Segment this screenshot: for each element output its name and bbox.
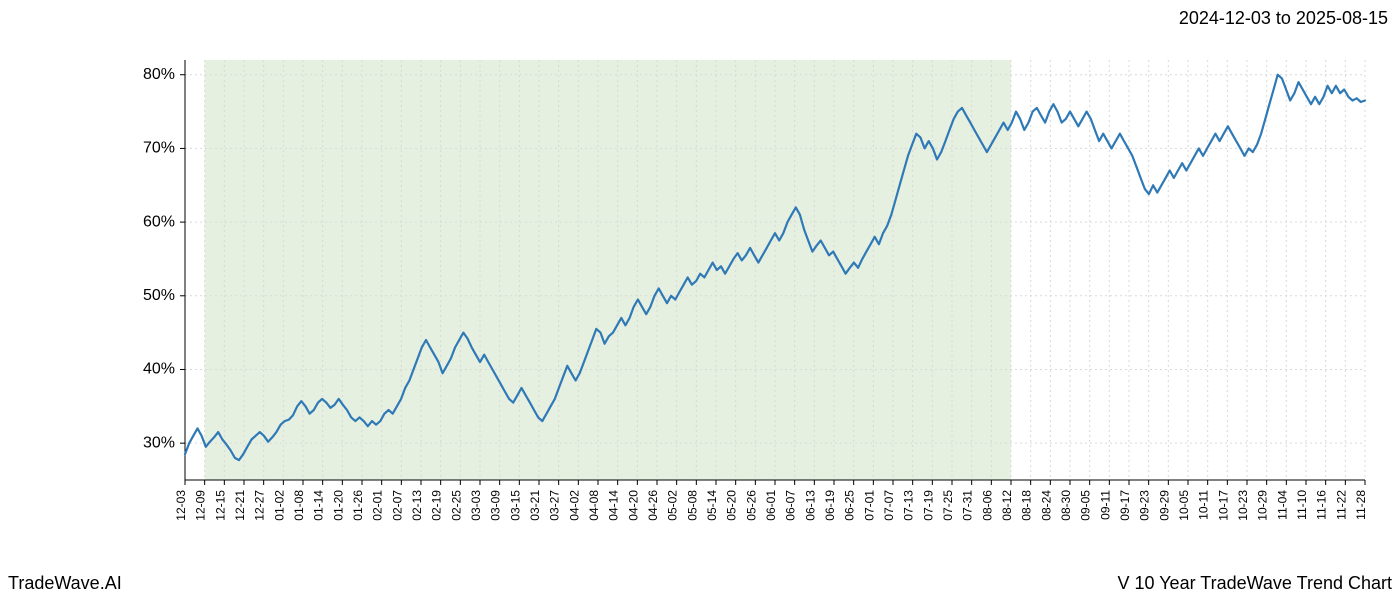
x-tick-label: 07-25 bbox=[941, 490, 955, 521]
x-tick-label: 10-11 bbox=[1197, 490, 1211, 520]
y-tick-label: 50% bbox=[143, 287, 175, 304]
x-tick-label: 08-06 bbox=[980, 490, 994, 521]
x-tick-label: 09-29 bbox=[1157, 490, 1171, 521]
x-tick-label: 01-08 bbox=[292, 490, 306, 521]
x-tick-label: 10-29 bbox=[1256, 490, 1270, 521]
x-tick-label: 01-02 bbox=[272, 490, 286, 521]
x-tick-label: 11-16 bbox=[1315, 490, 1329, 520]
x-tick-label: 04-08 bbox=[587, 490, 601, 521]
y-tick-label: 70% bbox=[143, 140, 175, 157]
x-tick-label: 09-11 bbox=[1098, 490, 1112, 520]
x-tick-label: 03-21 bbox=[528, 490, 542, 521]
x-tick-label: 12-09 bbox=[194, 490, 208, 521]
x-tick-label: 06-19 bbox=[823, 490, 837, 521]
x-tick-label: 07-13 bbox=[902, 490, 916, 521]
x-tick-label: 09-17 bbox=[1118, 490, 1132, 521]
x-tick-label: 07-31 bbox=[961, 490, 975, 521]
x-tick-label: 10-23 bbox=[1236, 490, 1250, 521]
x-tick-label: 01-14 bbox=[312, 490, 326, 521]
x-tick-label: 02-19 bbox=[430, 490, 444, 521]
x-tick-label: 11-10 bbox=[1295, 490, 1309, 520]
x-tick-label: 04-14 bbox=[607, 490, 621, 521]
x-tick-label: 12-15 bbox=[213, 490, 227, 521]
x-tick-label: 06-25 bbox=[843, 490, 857, 521]
x-tick-label: 04-26 bbox=[646, 490, 660, 521]
x-tick-label: 02-13 bbox=[410, 490, 424, 521]
x-tick-label: 03-27 bbox=[548, 490, 562, 521]
x-tick-label: 04-02 bbox=[567, 490, 581, 521]
x-tick-label: 08-18 bbox=[1020, 490, 1034, 521]
x-tick-label: 05-14 bbox=[705, 490, 719, 521]
x-tick-label: 06-01 bbox=[764, 490, 778, 521]
y-tick-label: 40% bbox=[143, 361, 175, 378]
x-tick-label: 03-03 bbox=[469, 490, 483, 521]
y-tick-label: 60% bbox=[143, 213, 175, 230]
x-tick-label: 05-20 bbox=[725, 490, 739, 521]
x-tick-label: 06-07 bbox=[784, 490, 798, 521]
x-tick-label: 04-20 bbox=[626, 490, 640, 521]
x-tick-label: 06-13 bbox=[803, 490, 817, 521]
y-tick-label: 30% bbox=[143, 434, 175, 451]
x-tick-label: 11-22 bbox=[1334, 490, 1348, 520]
x-tick-label: 05-26 bbox=[744, 490, 758, 521]
x-tick-label: 11-28 bbox=[1354, 490, 1368, 520]
x-tick-label: 09-05 bbox=[1079, 490, 1093, 521]
x-tick-label: 12-21 bbox=[233, 490, 247, 521]
y-tick-label: 80% bbox=[143, 66, 175, 83]
x-tick-label: 07-07 bbox=[882, 490, 896, 521]
x-tick-label: 11-04 bbox=[1275, 490, 1289, 520]
x-tick-label: 08-12 bbox=[1000, 490, 1014, 521]
x-tick-label: 01-20 bbox=[331, 490, 345, 521]
x-tick-label: 12-27 bbox=[253, 490, 267, 521]
x-tick-label: 09-23 bbox=[1138, 490, 1152, 521]
x-tick-label: 05-08 bbox=[685, 490, 699, 521]
x-tick-label: 10-17 bbox=[1216, 490, 1230, 521]
chart-title: V 10 Year TradeWave Trend Chart bbox=[1118, 573, 1393, 594]
x-tick-label: 12-03 bbox=[174, 490, 188, 521]
x-tick-label: 02-07 bbox=[390, 490, 404, 521]
brand-label: TradeWave.AI bbox=[8, 573, 122, 594]
x-tick-label: 02-01 bbox=[371, 490, 385, 521]
x-tick-label: 05-02 bbox=[666, 490, 680, 521]
x-tick-label: 01-26 bbox=[351, 490, 365, 521]
x-tick-label: 07-19 bbox=[921, 490, 935, 521]
x-tick-label: 02-25 bbox=[449, 490, 463, 521]
x-tick-label: 08-30 bbox=[1059, 490, 1073, 521]
x-tick-label: 08-24 bbox=[1039, 490, 1053, 521]
x-tick-label: 03-09 bbox=[489, 490, 503, 521]
x-tick-label: 07-01 bbox=[862, 490, 876, 521]
trend-chart: 12-03 12-09 12-15 12-21 12-27 01-02 01-08 01-14… bbox=[0, 0, 1400, 600]
x-tick-label: 10-05 bbox=[1177, 490, 1191, 521]
x-tick-label: 03-15 bbox=[508, 490, 522, 521]
shaded-date-region bbox=[205, 60, 1011, 480]
